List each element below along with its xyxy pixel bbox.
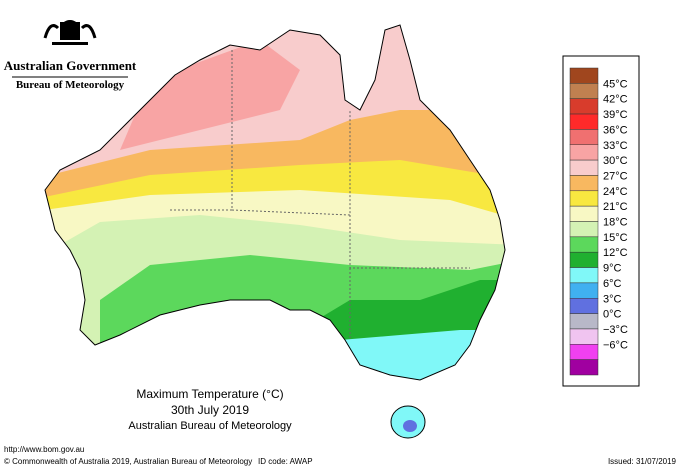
legend-swatch [569, 344, 599, 360]
legend-label: 12°C [603, 247, 628, 259]
legend-swatch [569, 83, 599, 99]
legend-label: 45°C [603, 78, 628, 90]
bureau-name: Bureau of Meteorology [16, 79, 125, 91]
legend-swatch [569, 205, 599, 222]
legend-swatch [569, 236, 599, 253]
legend-label: 6°C [603, 278, 622, 290]
copyright: © Commonwealth of Australia 2019, Austra… [4, 457, 252, 466]
legend-swatch [569, 359, 599, 376]
legend-label: 3°C [603, 293, 622, 305]
legend-swatch [569, 113, 599, 130]
legend-label: −6°C [603, 339, 628, 351]
legend-label: 9°C [603, 263, 622, 275]
legend-swatch [569, 267, 599, 284]
legend-label: 42°C [603, 94, 628, 106]
legend-swatch [569, 144, 599, 161]
url: http://www.bom.gov.au [4, 445, 84, 454]
legend-label: 39°C [603, 109, 628, 121]
legend-label: 18°C [603, 217, 628, 229]
issued: Issued: 31/07/2019 [608, 457, 677, 466]
map-title: Maximum Temperature (°C) [136, 387, 283, 401]
legend-label: 36°C [603, 124, 628, 136]
legend-swatch [569, 251, 599, 268]
state-borders [170, 50, 470, 340]
legend-swatch [569, 298, 599, 314]
legend-swatch [569, 190, 599, 207]
legend-swatch [569, 313, 599, 330]
legend-label: 15°C [603, 232, 628, 244]
legend-swatch [569, 67, 599, 84]
legend-label: 0°C [603, 309, 622, 321]
legend-label: 27°C [603, 170, 628, 182]
legend-label: 33°C [603, 140, 628, 152]
legend-swatch [569, 159, 599, 176]
legend: 45°C 42°C 39°C 36°C 33°C 30°C 27°C 24°C 21°C 18°C… [562, 55, 640, 387]
legend-swatch [569, 328, 599, 345]
map-source: Australian Bureau of Meteorology [128, 420, 292, 432]
legend-label: 21°C [603, 201, 628, 213]
coat-of-arms [43, 20, 97, 45]
legend-label: −3°C [603, 324, 628, 336]
coastline [44, 24, 506, 381]
legend-label: 24°C [603, 186, 628, 198]
tasmania-cold [403, 420, 417, 432]
legend-swatch [569, 98, 599, 115]
id-code: ID code: AWAP [258, 457, 313, 466]
legend-label: 30°C [603, 155, 628, 167]
legend-swatch [569, 221, 599, 238]
legend-swatch [569, 175, 599, 192]
government-name: Australian Government [4, 58, 137, 73]
legend-swatch [569, 282, 599, 299]
map-date: 30th July 2019 [171, 403, 249, 417]
legend-swatch [569, 129, 599, 145]
